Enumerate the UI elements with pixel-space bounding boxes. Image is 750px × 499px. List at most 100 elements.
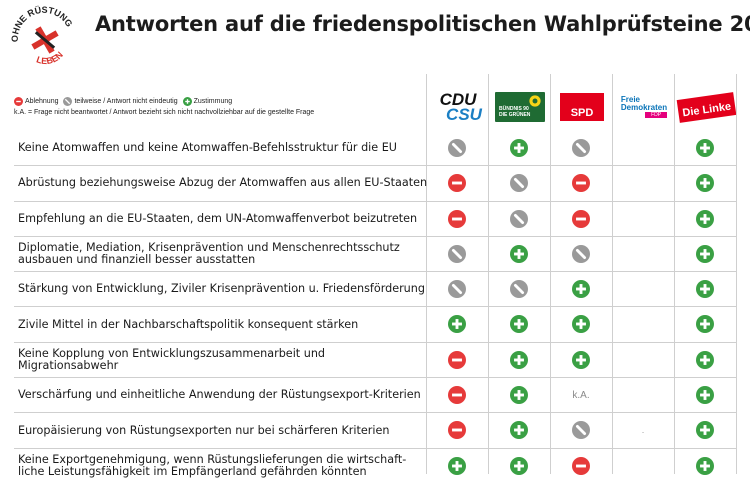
plus-circle-icon <box>510 456 528 475</box>
plus-circle-icon <box>696 280 714 299</box>
csu-logo-text: CSU <box>446 105 482 124</box>
answer-cell-linke <box>675 131 735 165</box>
minus-circle-icon <box>448 421 466 440</box>
table-row: Europäisierung von Rüstungsexporten nur … <box>14 413 736 449</box>
answer-cell-cdu <box>427 202 487 236</box>
table-row: Stärkung von Entwicklung, Ziviler Krisen… <box>14 272 736 308</box>
answer-cell-linke <box>675 307 735 341</box>
table-row: Zivile Mittel in der Nachbarschaftspolit… <box>14 307 736 343</box>
table-row: Keine Kopplung von Entwicklungszusammena… <box>14 343 736 379</box>
slash-circle-icon <box>448 139 466 157</box>
plus-circle-icon <box>696 386 714 405</box>
answer-cell-spd <box>551 449 611 483</box>
column-divider <box>426 74 427 474</box>
fdp-logo-line2: Demokraten <box>620 103 668 112</box>
slash-circle-icon <box>510 174 528 193</box>
gruene-logo-line1: BÜNDNIS 90 <box>499 106 529 112</box>
plus-circle-icon <box>448 456 466 475</box>
plus-circle-icon <box>510 350 528 369</box>
answer-cell-linke <box>675 449 735 483</box>
column-divider <box>550 74 551 474</box>
plus-circle-icon <box>572 350 590 369</box>
minus-circle-icon <box>14 97 23 106</box>
ohne-ruestung-leben-logo: OHNE RÜSTUNG LEBEN <box>10 5 75 66</box>
answer-cell-gruene <box>489 307 549 341</box>
table-row: Abrüstung beziehungsweise Abzug der Atom… <box>14 166 736 202</box>
minus-circle-icon <box>448 350 466 369</box>
party-header-linke: Die Linke <box>676 76 736 138</box>
answer-cell-spd: k.A. <box>551 378 611 412</box>
linke-logo-text: Die Linke <box>681 100 732 119</box>
question-label: Zivile Mittel in der Nachbarschaftspolit… <box>18 317 359 331</box>
answer-cell-gruene <box>489 449 549 483</box>
plus-circle-icon <box>696 244 714 263</box>
slash-circle-icon <box>510 280 528 299</box>
plus-circle-icon <box>510 386 528 405</box>
question-label: Stärkung von Entwicklung, Ziviler Krisen… <box>18 282 425 296</box>
column-divider <box>612 74 613 474</box>
spd-logo-text: SPD <box>570 107 594 119</box>
plus-circle-icon <box>510 315 528 334</box>
answer-cell-cdu <box>427 166 487 200</box>
plus-circle-icon <box>696 209 714 228</box>
answer-cell-cdu <box>427 131 487 165</box>
slash-circle-icon <box>448 244 466 263</box>
answer-cell-gruene <box>489 378 549 412</box>
column-divider <box>674 74 675 474</box>
answer-cell-spd <box>551 272 611 306</box>
page-title: Antworten auf die friedenspolitischen Wa… <box>95 12 750 36</box>
answer-cell-fdp: . <box>613 413 673 447</box>
slash-circle-icon <box>510 209 528 228</box>
legend: Ablehnung teilweise / Antwort nicht eind… <box>14 96 314 118</box>
answer-cell-cdu <box>427 449 487 483</box>
legend-teilweise: teilweise / Antwort nicht eindeutig <box>63 96 178 107</box>
gruene-logo-line2: DIE GRÜNEN <box>499 112 531 118</box>
legend-zustimmung-label: Zustimmung <box>193 98 233 105</box>
question-label: Diplomatie, Mediation, Krisenprävention … <box>18 241 400 267</box>
answer-cell-linke <box>675 237 735 271</box>
plus-circle-icon <box>448 315 466 334</box>
answer-cell-spd <box>551 343 611 377</box>
answer-cell-gruene <box>489 413 549 447</box>
party-header-fdp: Freie Demokraten FDP <box>614 76 674 138</box>
table-row: Empfehlung an die EU-Staaten, dem UN-Ato… <box>14 202 736 237</box>
answer-cell-spd <box>551 166 611 200</box>
answer-cell-spd <box>551 131 611 165</box>
answer-cell-cdu <box>427 307 487 341</box>
slash-circle-icon <box>572 421 590 440</box>
answer-cell-linke <box>675 378 735 412</box>
legend-ablehnung-label: Ablehnung <box>25 98 59 105</box>
plus-circle-icon <box>696 456 714 475</box>
party-header-cdu: CDU CSU <box>428 76 488 138</box>
answer-cell-cdu <box>427 378 487 412</box>
plus-circle-icon <box>696 174 714 193</box>
answer-cell-cdu <box>427 272 487 306</box>
answer-cell-gruene <box>489 166 549 200</box>
plus-circle-icon <box>182 97 192 106</box>
question-label: Keine Atomwaffen und keine Atomwaffen-Be… <box>18 141 397 155</box>
minus-circle-icon <box>448 209 466 228</box>
question-label: Keine Exportgenehmigung, wenn Rüstungsli… <box>18 452 407 478</box>
answer-cell-gruene <box>489 237 549 271</box>
cdu-logo-text: CDU <box>439 90 477 109</box>
question-label: Abrüstung beziehungsweise Abzug der Atom… <box>18 176 428 190</box>
plus-circle-icon <box>510 244 528 263</box>
party-header-spd: SPD <box>552 76 612 138</box>
sunflower-icon <box>529 95 541 107</box>
answer-dot: . <box>641 425 645 435</box>
answer-cell-gruene <box>489 343 549 377</box>
plus-circle-icon <box>696 315 714 334</box>
table-row: Keine Exportgenehmigung, wenn Rüstungsli… <box>14 449 736 483</box>
answer-cell-spd <box>551 237 611 271</box>
answer-cell-linke <box>675 202 735 236</box>
answers-table: Keine Atomwaffen und keine Atomwaffen-Be… <box>14 131 736 483</box>
answer-cell-linke <box>675 413 735 447</box>
answer-cell-gruene <box>489 131 549 165</box>
question-label: Empfehlung an die EU-Staaten, dem UN-Ato… <box>18 211 418 225</box>
minus-circle-icon <box>572 174 590 193</box>
plus-circle-icon <box>572 315 590 334</box>
answer-ka: k.A. <box>572 389 590 401</box>
answer-cell-spd <box>551 413 611 447</box>
fdp-logo-line1: Freie <box>620 95 640 104</box>
column-divider <box>736 74 737 474</box>
